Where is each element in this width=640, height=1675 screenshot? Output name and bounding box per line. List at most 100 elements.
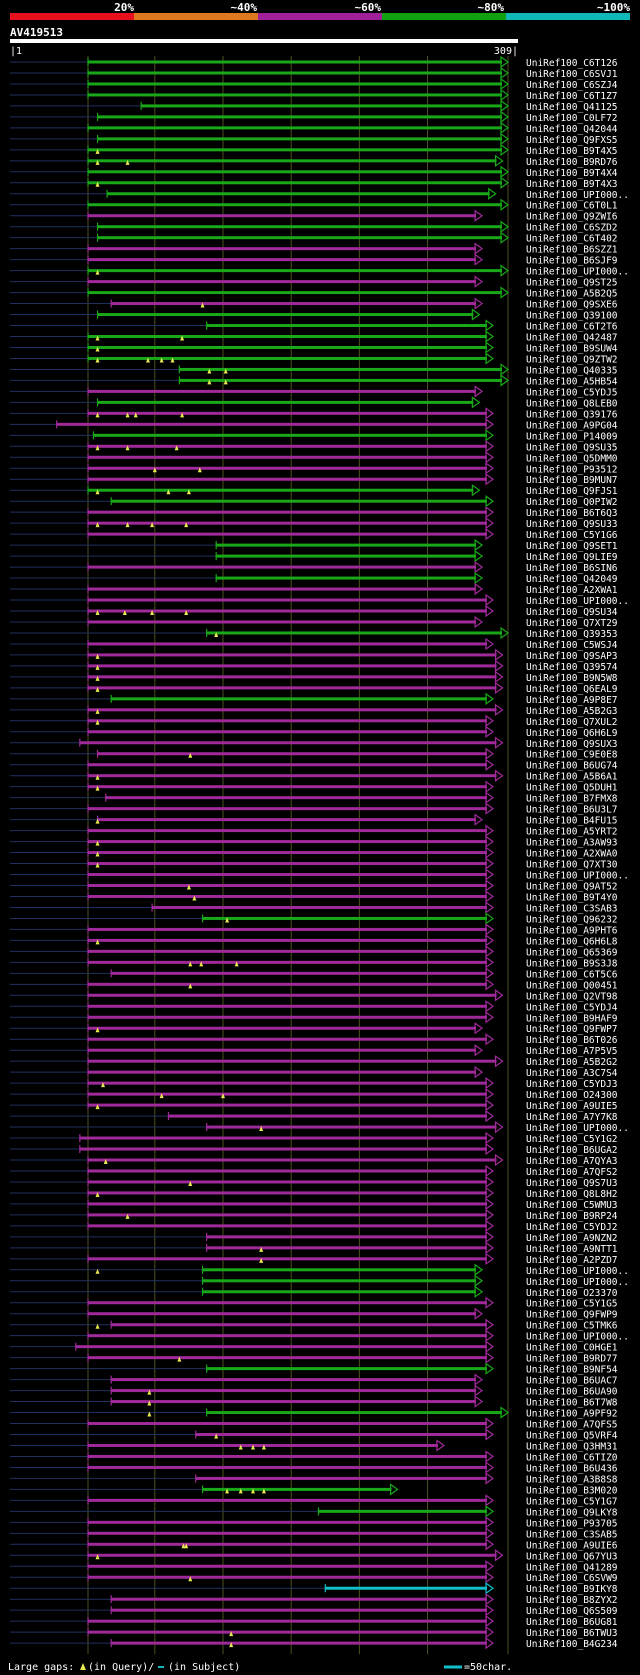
hit-arrow-icon: [494, 1153, 504, 1167]
hit-label: UniRef100_C5YDJ3: [526, 1079, 618, 1090]
gap-marker-icon: [192, 895, 197, 901]
hit-label: UniRef100_Q65369: [526, 947, 618, 958]
hit-row: UniRef100_C5WMU3: [10, 1197, 618, 1211]
hit-label: UniRef100_C5YDJ2: [526, 1222, 618, 1233]
hit-label: UniRef100_B9N5W8: [526, 673, 618, 684]
hit-row: UniRef100_B6U436: [10, 1461, 618, 1474]
hit-arrow-icon: [485, 857, 495, 870]
gap-marker-icon: [180, 412, 185, 418]
hit-label: UniRef100_C6T126: [526, 58, 618, 69]
hit-bar: [88, 1498, 487, 1502]
hit-arrow-icon: [485, 1472, 495, 1485]
hit-bar: [88, 280, 477, 284]
hit-row: UniRef100_B9S3J8: [10, 956, 618, 969]
gap-marker-icon: [152, 467, 157, 473]
gap-marker-icon: [95, 412, 100, 418]
hit-arrow-icon: [485, 978, 495, 991]
hit-bar: [88, 1026, 477, 1030]
hit-bar: [88, 763, 487, 767]
band-label-100: ~100%: [597, 1, 630, 14]
hit-label: UniRef100_B6T6Q3: [526, 508, 618, 519]
hit-arrow-icon: [485, 1197, 495, 1211]
hit-arrow-icon: [485, 1560, 495, 1573]
hit-bar: [88, 181, 502, 185]
hit-label: UniRef100_C5Y1G5: [526, 1299, 618, 1310]
hit-arrow-icon: [485, 495, 495, 508]
hit-label: UniRef100_Q96232: [526, 914, 618, 925]
hit-arrow-icon: [474, 209, 484, 222]
hit-row: UniRef100_C5Y1G2: [10, 1131, 618, 1145]
hit-bar: [88, 60, 502, 64]
hit-row: UniRef100_C0HGE1: [10, 1340, 618, 1354]
hit-arrow-icon: [494, 1055, 504, 1068]
hit-row: UniRef100_O24300: [10, 1087, 618, 1101]
hit-bar: [206, 1411, 503, 1415]
hit-row: UniRef100_Q9SU34: [10, 604, 618, 618]
gap-marker-icon: [223, 379, 228, 385]
hit-label: UniRef100_B9RD77: [526, 1354, 618, 1365]
query-gap-marker-icon: [80, 1663, 86, 1670]
hit-bar: [88, 521, 487, 525]
band-swatch-100: [506, 13, 630, 20]
hit-bar: [111, 1378, 477, 1382]
query-id: AV419513: [10, 26, 63, 39]
hit-label: UniRef100_B6UG81: [526, 1617, 618, 1628]
hit-label: UniRef100_Q9FWP9: [526, 1310, 618, 1321]
hit-label: UniRef100_Q42487: [526, 333, 618, 344]
hit-arrow-icon: [485, 1230, 495, 1244]
hit-row: UniRef100_C6SZD2: [10, 220, 618, 234]
hit-bar: [88, 1213, 487, 1217]
gap-marker-icon: [214, 1433, 219, 1439]
hit-bar: [97, 752, 487, 756]
gap-marker-icon: [125, 412, 130, 418]
hit-label: UniRef100_UPI000..: [526, 871, 629, 882]
scale-label: =50char.: [464, 1662, 512, 1673]
hit-row: UniRef100_Q6S509: [10, 1604, 618, 1617]
footer-legend: Large gaps: (in Query)/ (in Subject) =50…: [8, 1662, 512, 1673]
hit-arrow-icon: [500, 165, 510, 178]
gap-marker-icon: [95, 357, 100, 363]
hit-arrow-icon: [485, 1131, 495, 1145]
hit-bar: [97, 137, 502, 141]
hit-row: UniRef100_A9UIE5: [10, 1098, 618, 1112]
hit-row: UniRef100_UPI000..: [10, 1120, 629, 1134]
hit-label: UniRef100_Q7XT29: [526, 618, 618, 629]
hit-bar: [88, 1553, 497, 1557]
gap-marker-icon: [125, 522, 130, 528]
hit-bar: [88, 532, 487, 536]
hit-arrow-icon: [485, 451, 495, 464]
hit-bar: [88, 949, 487, 953]
hit-arrow-icon: [485, 1186, 495, 1200]
hit-label: UniRef100_B6T7W8: [526, 1398, 618, 1409]
hit-bar: [88, 829, 487, 833]
hit-arrow-icon: [485, 780, 495, 793]
hit-label: UniRef100_B9S3J8: [526, 958, 618, 969]
hit-row: UniRef100_A7P5V5: [10, 1044, 618, 1057]
hit-bar: [88, 247, 477, 251]
hit-label: UniRef100_Q9S7U3: [526, 1178, 618, 1189]
hit-arrow-icon: [485, 923, 495, 936]
hit-arrow-icon: [500, 77, 510, 91]
hit-arrow-icon: [474, 1395, 484, 1408]
hit-row: UniRef100_C5YDJ3: [10, 1076, 618, 1090]
hit-row: UniRef100_B6SJF9: [10, 253, 618, 267]
hit-row: UniRef100_C5WSJ4: [10, 637, 618, 651]
hit-arrow-icon: [485, 824, 495, 837]
hit-bar: [179, 378, 502, 382]
hit-row: UniRef100_C5Y1G7: [10, 1494, 618, 1507]
hit-label: UniRef100_A3AW93: [526, 838, 618, 849]
hit-label: UniRef100_Q6EAL9: [526, 684, 618, 695]
hit-bar: [97, 400, 474, 404]
gap-marker-icon: [95, 1554, 100, 1560]
hit-row: UniRef100_Q9FWP7: [10, 1022, 618, 1035]
hit-label: UniRef100_P93705: [526, 1518, 618, 1529]
hit-label: UniRef100_UPI000..: [526, 1332, 629, 1343]
gap-marker-icon: [186, 489, 191, 495]
hit-row: UniRef100_Q9SU33: [10, 516, 618, 530]
hit-arrow-icon: [500, 121, 510, 135]
hit-label: UniRef100_UPI000..: [526, 267, 629, 278]
hit-row: UniRef100_Q9FXS5: [10, 132, 618, 146]
hit-bar: [88, 214, 477, 218]
gap-marker-icon: [174, 445, 179, 451]
